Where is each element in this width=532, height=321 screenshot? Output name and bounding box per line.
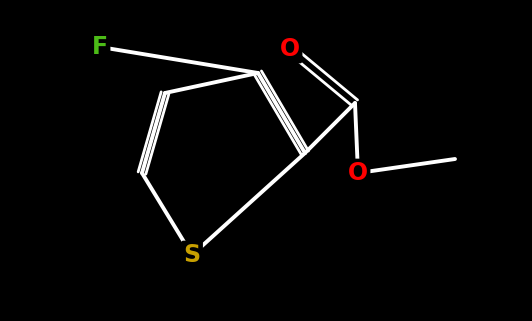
- Text: O: O: [348, 161, 368, 185]
- Text: F: F: [92, 35, 108, 59]
- Text: S: S: [184, 243, 201, 267]
- Text: O: O: [280, 37, 300, 61]
